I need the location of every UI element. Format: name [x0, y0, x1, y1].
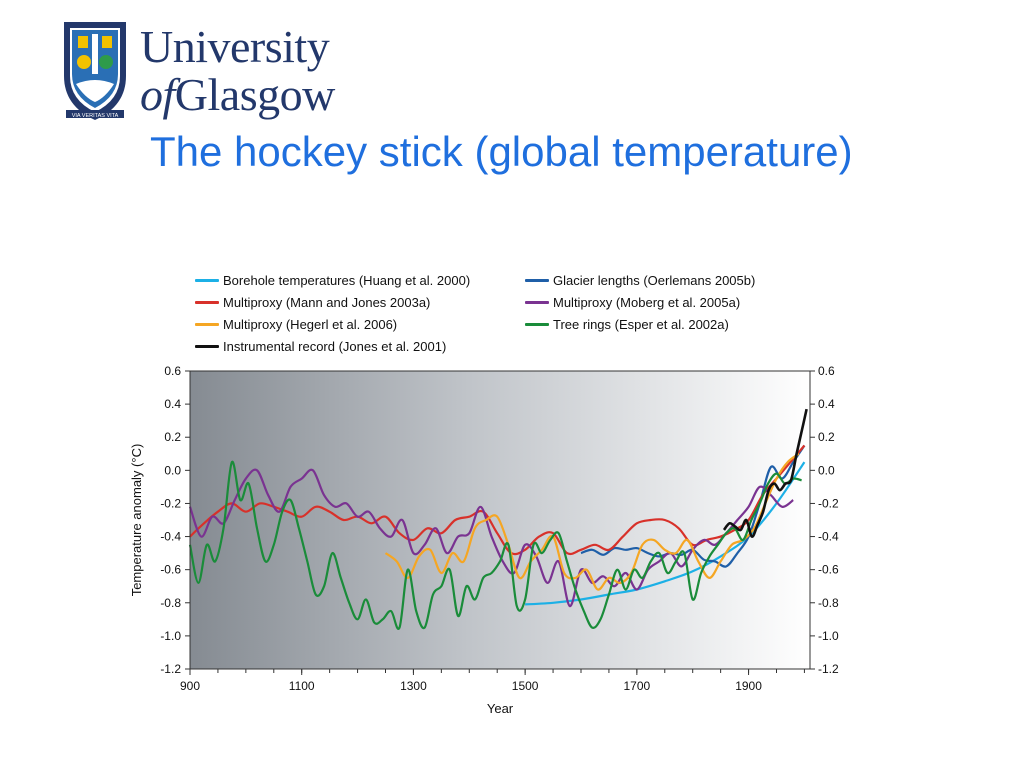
wordmark-line2: ofGlasgow [140, 68, 335, 121]
hockey-stick-chart: Borehole temperatures (Huang et al. 2000… [125, 265, 865, 725]
chart-plot: 0.6 0.6 0.4 0.4 0.2 0.2 0.0 0.0 -0.2 -0.2 -0.4 -0.4… [129, 364, 839, 716]
x-axis-label: Year [487, 701, 514, 716]
y-tick-label-left-8: -1.0 [160, 629, 181, 643]
chart-legend: Borehole temperatures (Huang et al. 2000… [195, 265, 855, 361]
wordmark-of: of [140, 69, 175, 120]
y-tick-label-right-4: -0.2 [818, 496, 839, 510]
university-logo: VIA VERITAS VITA University ofGlasgow [60, 18, 390, 124]
legend-swatch-0 [195, 279, 219, 282]
x-tick-label-3: 1500 [512, 679, 539, 693]
series-line-4 [384, 452, 800, 591]
plot-frame [189, 370, 811, 670]
x-tick-label-5: 1900 [735, 679, 762, 693]
y-tick-label-right-1: 0.4 [818, 397, 835, 411]
slide-title: The hockey stick (global temperature) [150, 128, 853, 175]
legend-item-2: Multiproxy (Mann and Jones 2003a) [195, 295, 430, 310]
wordmark-glasgow: Glasgow [174, 69, 336, 120]
legend-swatch-3 [525, 301, 549, 304]
series-line-2 [189, 444, 806, 556]
y-tick-label-left-1: 0.4 [164, 397, 181, 411]
legend-item-4: Multiproxy (Hegerl et al. 2006) [195, 317, 397, 332]
y-tick-label-right-0: 0.6 [818, 364, 835, 378]
y-tick-label-right-9: -1.2 [818, 662, 839, 676]
university-crest-icon: VIA VERITAS VITA [64, 22, 126, 120]
y-tick-label-left-3: 0.0 [164, 463, 181, 477]
x-tick-label-4: 1700 [623, 679, 650, 693]
y-tick-label-left-6: -0.6 [160, 563, 181, 577]
y-tick-label-left-9: -1.2 [160, 662, 181, 676]
legend-label-1: Glacier lengths (Oerlemans 2005b) [553, 273, 756, 288]
y-tick-label-right-5: -0.4 [818, 530, 839, 544]
y-tick-label-right-6: -0.6 [818, 563, 839, 577]
x-tick-label-0: 900 [180, 679, 200, 693]
logo-motto: VIA VERITAS VITA [72, 113, 119, 119]
legend-swatch-6 [195, 345, 219, 348]
series-layer [188, 408, 808, 631]
y-axis-label: Temperature anomaly (°C) [129, 444, 144, 597]
y-tick-label-left-4: -0.2 [160, 496, 181, 510]
legend-swatch-5 [525, 323, 549, 326]
series-line-5 [188, 460, 802, 631]
legend-item-1: Glacier lengths (Oerlemans 2005b) [525, 273, 755, 288]
legend-item-6: Instrumental record (Jones et al. 2001) [195, 339, 446, 354]
y-tick-label-right-7: -0.8 [818, 596, 839, 610]
y-tick-label-left-5: -0.4 [160, 530, 181, 544]
legend-swatch-1 [525, 279, 549, 282]
legend-label-3: Multiproxy (Moberg et al. 2005a) [553, 295, 741, 310]
legend-label-6: Instrumental record (Jones et al. 2001) [223, 339, 447, 354]
y-tick-label-right-2: 0.2 [818, 430, 835, 444]
y-tick-label-right-8: -1.0 [818, 629, 839, 643]
y-tick-label-left-2: 0.2 [164, 430, 181, 444]
legend-label-2: Multiproxy (Mann and Jones 2003a) [223, 295, 431, 310]
y-tick-label-left-0: 0.6 [164, 364, 181, 378]
legend-item-3: Multiproxy (Moberg et al. 2005a) [525, 295, 740, 310]
wordmark-line1: University [140, 21, 330, 72]
x-tick-label-1: 1100 [289, 679, 315, 693]
legend-label-4: Multiproxy (Hegerl et al. 2006) [223, 317, 398, 332]
legend-item-0: Borehole temperatures (Huang et al. 2000… [195, 273, 470, 288]
series-line-6 [722, 408, 808, 538]
legend-label-5: Tree rings (Esper et al. 2002a) [553, 317, 729, 332]
legend-label-0: Borehole temperatures (Huang et al. 2000… [223, 273, 471, 288]
legend-item-5: Tree rings (Esper et al. 2002a) [525, 317, 729, 332]
axes-layer: 0.6 0.6 0.4 0.4 0.2 0.2 0.0 0.0 -0.2 -0.2 -0.4 -0.4… [160, 364, 839, 693]
y-tick-label-right-3: 0.0 [818, 463, 835, 477]
y-tick-label-left-7: -0.8 [160, 596, 181, 610]
legend-swatch-4 [195, 323, 219, 326]
x-tick-label-2: 1300 [400, 679, 427, 693]
legend-swatch-2 [195, 301, 219, 304]
